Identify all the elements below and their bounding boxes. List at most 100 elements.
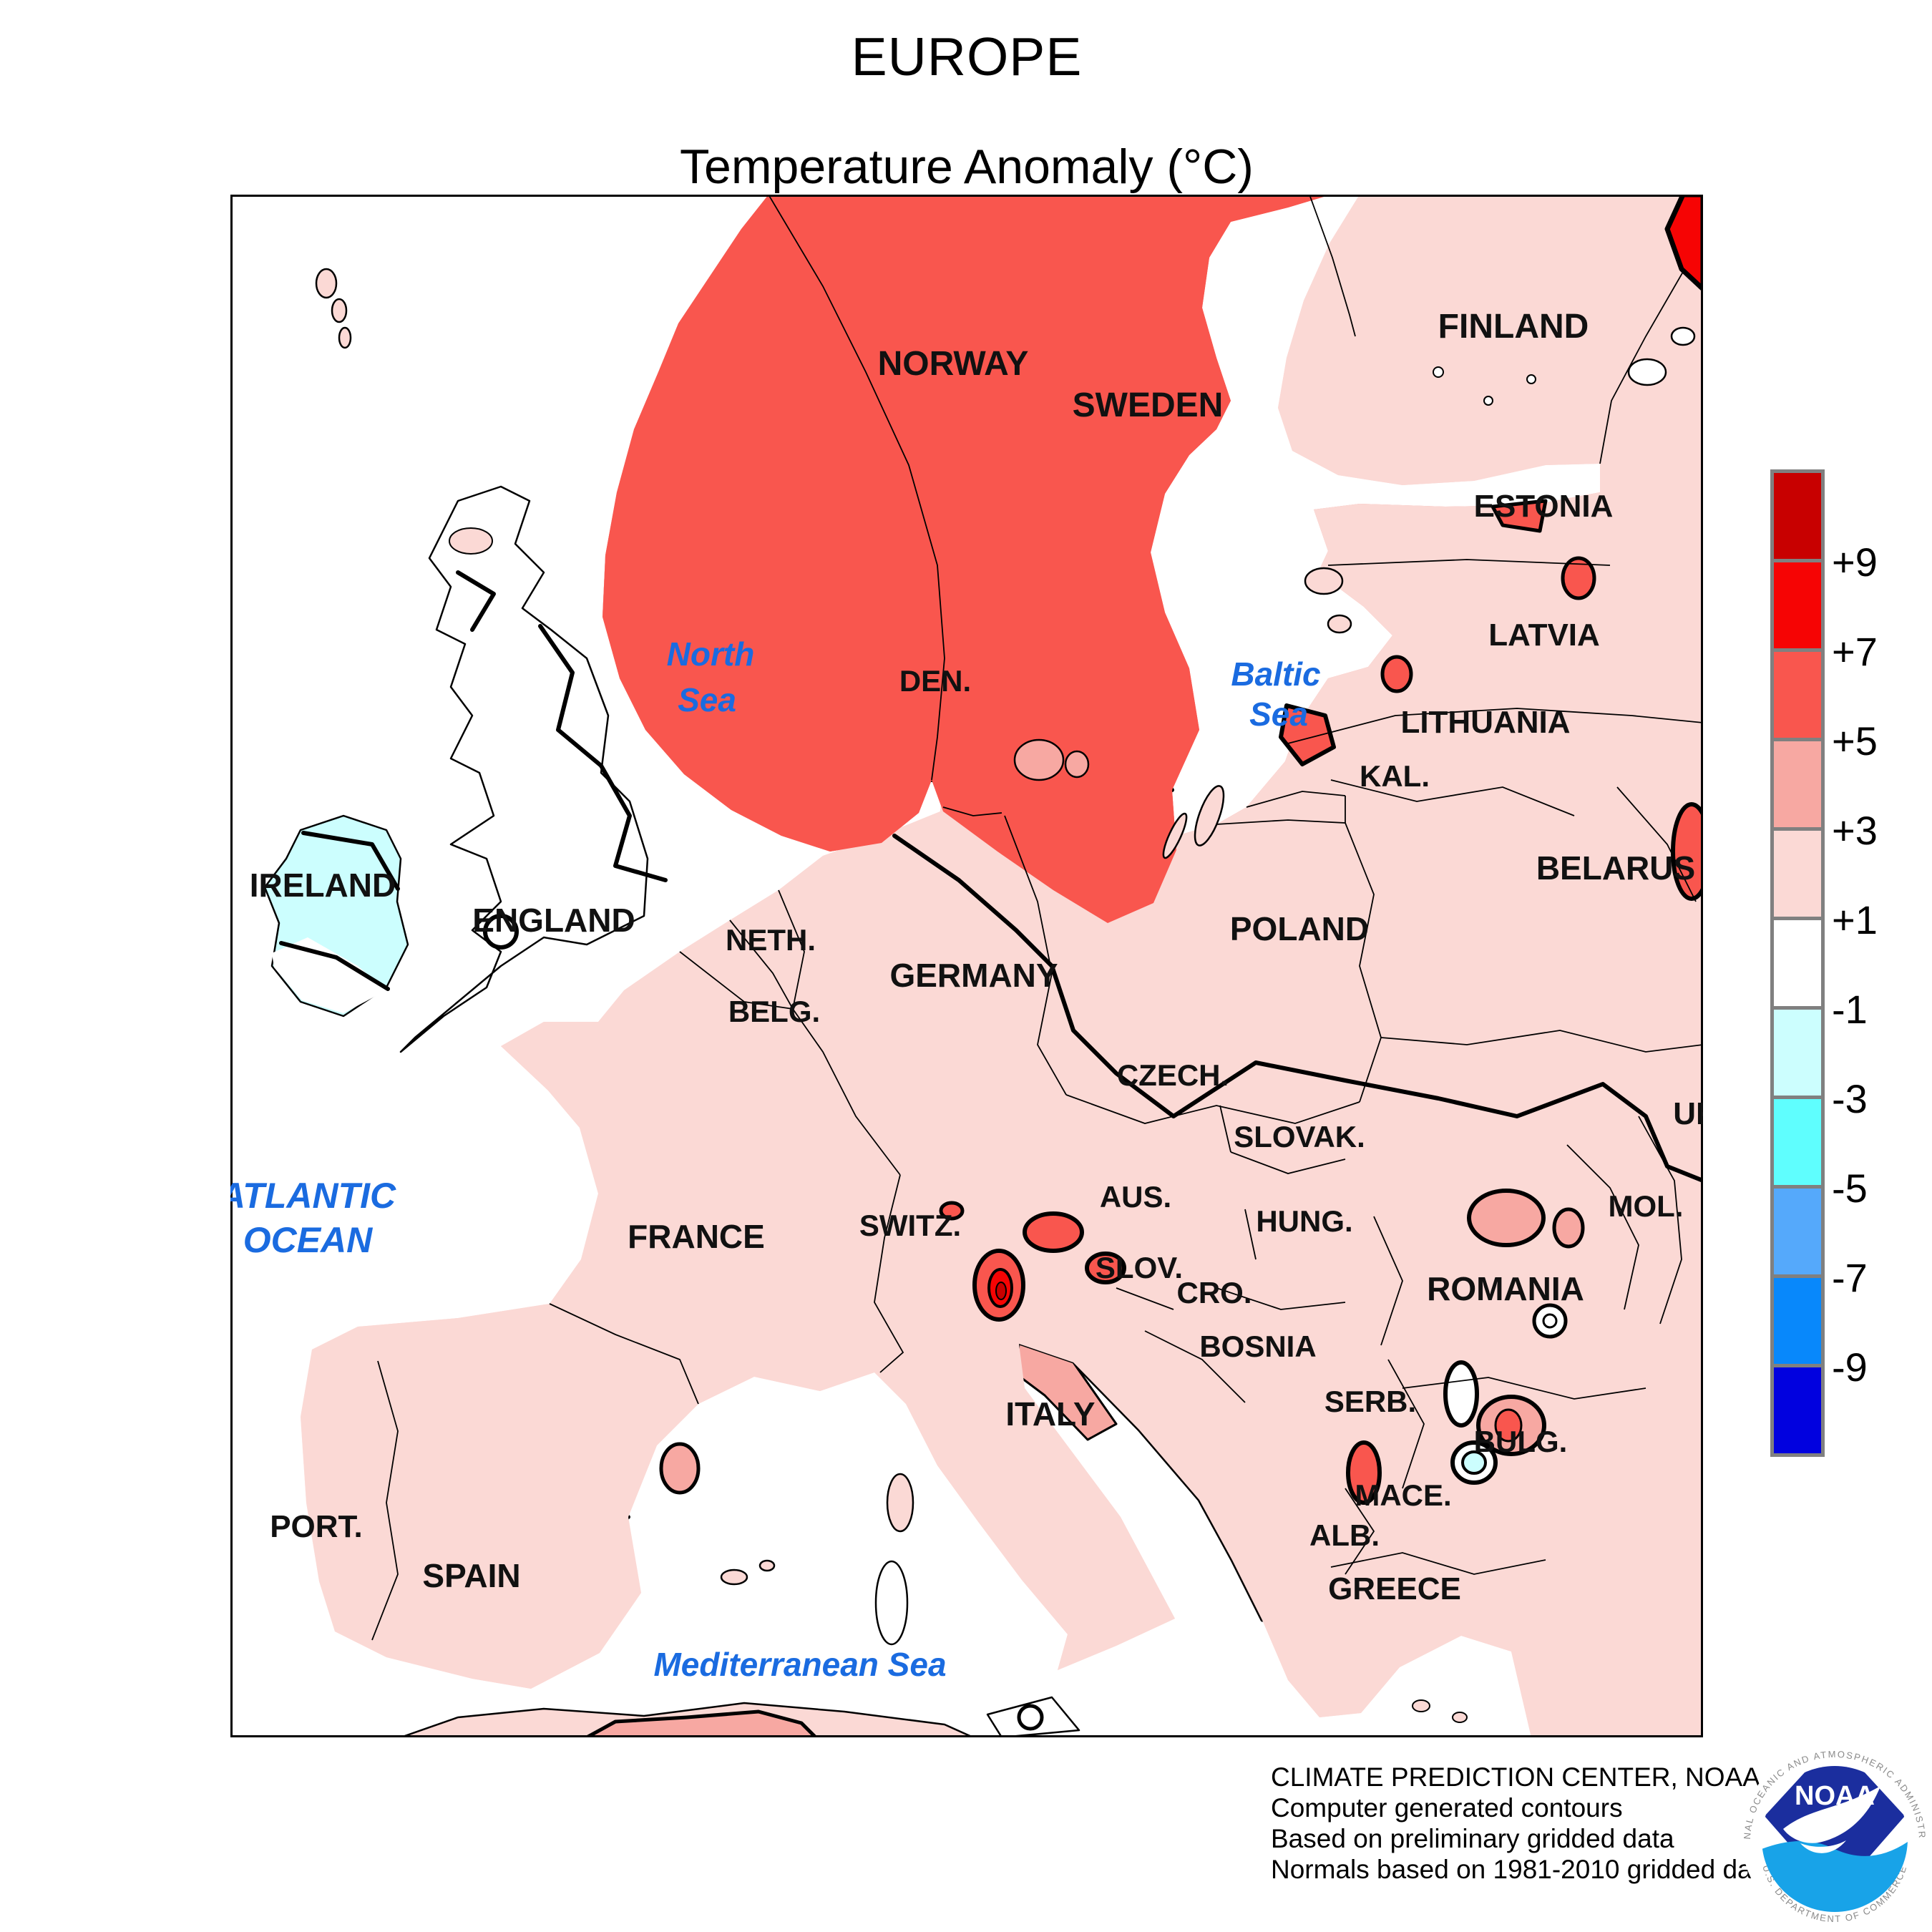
legend-swatch-10: [1774, 1367, 1821, 1453]
lake-onega: [1670, 326, 1696, 346]
country-label-norway: NORWAY: [878, 345, 1029, 383]
country-label-switz: SWITZ.: [859, 1209, 961, 1242]
map-svg: NorthSeaBalticSeaATLANTICOCEANMediterran…: [218, 192, 1719, 1740]
country-label-ireland: IRELAND: [250, 867, 396, 904]
logo-light-wave: [1762, 1841, 1908, 1912]
sicily-ring: [1017, 1704, 1044, 1731]
credits-line-3: Based on preliminary gridded data: [1271, 1824, 1674, 1853]
faroe-2: [331, 298, 348, 323]
legend-swatch-8: [1774, 1189, 1821, 1274]
country-label-finland: FINLAND: [1438, 308, 1589, 346]
legend-swatch-9: [1774, 1278, 1821, 1364]
country-label-mol: MOL.: [1609, 1189, 1684, 1223]
romania-medium-spot-2: [1552, 1207, 1585, 1249]
england-contour-1: [538, 624, 668, 882]
sea-labels: NorthSeaBalticSeaATLANTICOCEANMediterran…: [218, 635, 1321, 1683]
credits-line-4: Normals based on 1981-2010 gridded data: [1271, 1855, 1775, 1884]
legend-swatch-6: [1774, 1010, 1821, 1096]
cornwall-ring: [483, 914, 519, 950]
credits-line-1: CLIMATE PREDICTION CENTER, NOAA: [1271, 1762, 1760, 1792]
country-label-bulg: BULG.: [1474, 1425, 1568, 1458]
macedonia-salmon-spot: [1346, 1440, 1382, 1505]
bulgaria-white-ring-spot: [1443, 1360, 1479, 1428]
lake-ladoga: [1627, 358, 1667, 386]
logo-seagull: [1783, 1786, 1880, 1843]
legend-tick-7: +7: [1832, 629, 1878, 674]
zealand-island: [1013, 738, 1065, 781]
country-label-latvia: LATVIA: [1488, 618, 1600, 653]
country-label-italy: ITALY: [1005, 1395, 1095, 1433]
country-label-bosnia: BOSNIA: [1199, 1330, 1316, 1363]
scotland-light-patch: [449, 527, 493, 555]
estonia-red-patch: [1491, 499, 1548, 533]
page-title: EUROPE: [851, 26, 1083, 87]
country-label-belg: BELG.: [728, 995, 820, 1028]
aegean-island-2: [1452, 1712, 1468, 1723]
country-label-mace: MACE.: [1355, 1478, 1451, 1512]
credits-block: CLIMATE PREDICTION CENTER, NOAA Computer …: [1271, 1762, 1775, 1885]
country-label-hung: HUNG.: [1256, 1204, 1352, 1238]
country-label-serb: SERB.: [1324, 1385, 1416, 1418]
legend-tick-3: +3: [1832, 808, 1878, 853]
saaremaa-island: [1304, 567, 1344, 595]
lithuania-red-patch: [1279, 703, 1336, 766]
gotland-island: [1194, 785, 1225, 847]
country-label-sweden: SWEDEN: [1073, 386, 1224, 424]
great-britain-land: [399, 485, 649, 1053]
sea-label-baltic: Baltic: [1231, 655, 1320, 693]
legend-tick-3: -3: [1832, 1076, 1868, 1121]
legend-swatch-5: [1774, 920, 1821, 1006]
funen-island: [1064, 750, 1090, 779]
oland-island: [1162, 812, 1188, 859]
spain-medium-spot-3: [659, 1442, 701, 1495]
country-label-slov: SLOV.: [1096, 1251, 1183, 1284]
country-label-aus: AUS.: [1100, 1180, 1171, 1214]
estonia-red-spot-2: [1561, 556, 1596, 600]
country-label-neth: NETH.: [726, 923, 816, 957]
legend-tick-9: +9: [1832, 540, 1878, 585]
corsica-island: [886, 1473, 914, 1533]
swiss-darkred-core: [995, 1282, 1007, 1300]
legend-tick-1: -1: [1832, 987, 1868, 1032]
country-label-spain: SPAIN: [422, 1557, 520, 1594]
romania-medium-spot-1: [1467, 1189, 1546, 1247]
country-label-germany: GERMANY: [889, 957, 1058, 994]
legend-color-bar: [1770, 469, 1825, 1457]
country-label-estonia: ESTONIA: [1474, 489, 1614, 524]
ireland-white-fringe: [272, 937, 386, 1013]
sea-label-sea: Sea: [1249, 696, 1308, 733]
finland-lake-3: [1526, 374, 1536, 384]
country-label-alb: ALB.: [1309, 1518, 1380, 1552]
sea-label-ocean: OCEAN: [243, 1220, 373, 1260]
page-subtitle: Temperature Anomaly (°C): [680, 140, 1254, 194]
england-contour-2: [456, 570, 496, 632]
sardinia-island: [874, 1560, 909, 1646]
noaa-logo: NATIONAL OCEANIC AND ATMOSPHERIC ADMINIS…: [1739, 1742, 1928, 1931]
ireland-contour-2: [301, 831, 400, 891]
country-label-slovak: SLOVAK.: [1234, 1120, 1365, 1153]
faroe-3: [338, 326, 352, 349]
legend-swatch-2: [1774, 652, 1821, 738]
sea-label-sea: Sea: [678, 681, 736, 718]
country-label-kal: KAL.: [1360, 759, 1430, 793]
sea-label-mediterranean-sea: Mediterranean Sea: [653, 1646, 946, 1683]
logo-seagull-wing: [1800, 1840, 1846, 1853]
country-label-den: DEN.: [899, 664, 971, 698]
aegean-island-1: [1412, 1699, 1430, 1712]
country-label-port: PORT.: [270, 1509, 363, 1544]
legend-tick-5: -5: [1832, 1166, 1868, 1211]
legend-swatch-4: [1774, 831, 1821, 917]
austria-salmon-spot-2: [1085, 1252, 1126, 1284]
credits-line-2: Computer generated contours: [1271, 1793, 1623, 1823]
latvia-red-spot: [1380, 655, 1413, 693]
map-frame: [230, 195, 1703, 1737]
austria-salmon-spot-1: [1023, 1211, 1084, 1253]
legend-tick-1: +1: [1832, 897, 1878, 942]
finland-lake-2: [1483, 396, 1493, 406]
sea-label-north: North: [667, 635, 755, 673]
country-borders: [371, 194, 1704, 1641]
europe-anomaly-map: North Sea Baltic Sea ATLANTIC OCEAN Mediterran…: [218, 192, 1719, 1740]
country-label-czech: CZECH.: [1117, 1058, 1229, 1092]
legend-swatch-3: [1774, 741, 1821, 827]
